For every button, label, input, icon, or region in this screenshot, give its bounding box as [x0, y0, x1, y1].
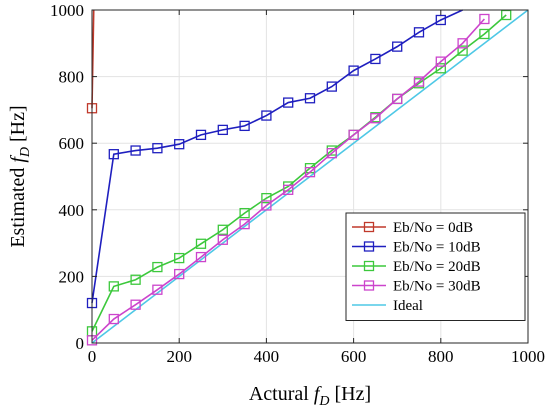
data-point [174, 268, 185, 280]
y-tick-label: 200 [59, 267, 85, 286]
data-point [130, 145, 141, 156]
data-point [348, 129, 359, 141]
data-point [195, 129, 207, 141]
x-tick-label: 1000 [511, 347, 545, 366]
data-point [370, 53, 381, 65]
y-axis-label-subscript: D [18, 147, 33, 158]
data-point [108, 281, 119, 292]
data-point [174, 139, 185, 150]
legend-item: Eb/No = 10dB [352, 240, 481, 256]
data-point [457, 38, 468, 49]
x-tick-label: 400 [254, 347, 280, 366]
legend-label: Ideal [393, 298, 423, 314]
data-point [108, 149, 119, 160]
legend-item: Ideal [352, 298, 423, 314]
series-line [91, 14, 507, 332]
data-point [413, 27, 425, 38]
x-axis-label-subscript: D [318, 394, 329, 409]
legend-item: Eb/No = 30dB [352, 279, 481, 295]
y-axis-label-main: Estimated [7, 163, 29, 248]
data-point [435, 63, 446, 74]
data-point [479, 28, 490, 40]
data-point [152, 284, 163, 295]
plot-frame [91, 9, 529, 344]
data-point [304, 93, 316, 104]
legend-swatch-marker [363, 241, 375, 252]
data-point [392, 41, 403, 52]
data-point [130, 274, 141, 285]
data-point [392, 93, 403, 105]
series-3 [86, 13, 490, 346]
data-point [108, 313, 119, 325]
legend-swatch-marker [363, 280, 375, 291]
y-tick-label: 400 [59, 201, 85, 220]
data-point [261, 200, 272, 211]
data-point [217, 124, 228, 136]
data-point [217, 234, 228, 245]
data-point [435, 14, 446, 26]
legend-label: Eb/No = 10dB [393, 240, 481, 256]
y-axis-label: Estimated fD [Hz] [7, 105, 33, 247]
legend-label: Eb/No = 0dB [393, 220, 473, 236]
data-point [370, 113, 381, 124]
data-point [217, 224, 228, 235]
data-point [348, 65, 359, 76]
data-point [326, 81, 337, 92]
series-line [91, 18, 485, 341]
legend-item: Eb/No = 0dB [352, 220, 473, 236]
data-point [479, 13, 490, 25]
y-tick-label: 600 [59, 134, 85, 153]
series-layer [86, 9, 529, 346]
data-point [326, 148, 337, 159]
data-point [152, 143, 163, 154]
data-point [152, 261, 163, 273]
data-point [304, 167, 316, 178]
data-point [283, 97, 294, 108]
legend-item: Eb/No = 20dB [352, 259, 481, 275]
y-axis-label-symbol: f [7, 155, 29, 163]
x-axis-label: Actural fD [Hz] [249, 383, 371, 409]
x-tick-label: 600 [341, 347, 367, 366]
x-axis-label-unit: [Hz] [330, 383, 372, 405]
y-tick-label: 0 [76, 334, 85, 353]
data-point [130, 299, 141, 310]
data-point [457, 45, 468, 56]
data-point [195, 238, 207, 249]
data-point [195, 251, 207, 263]
data-point [239, 207, 250, 219]
legend-swatch-marker [363, 260, 375, 272]
data-point [239, 218, 250, 230]
data-point [435, 56, 446, 67]
legend-label: Eb/No = 30dB [393, 279, 481, 295]
x-tick-label: 200 [166, 347, 192, 366]
legend-swatch-marker [363, 221, 375, 233]
data-point [239, 120, 250, 132]
x-axis-label-main: Actural [249, 383, 314, 405]
x-axis-label-symbol: f [314, 383, 322, 405]
series-line [91, 9, 463, 304]
data-point [261, 192, 272, 204]
x-tick-label: 800 [428, 347, 454, 366]
legend: Eb/No = 0dB Eb/No = 10dB Eb/No = 20dB Eb/No… [345, 212, 526, 321]
x-tick-label: 0 [88, 347, 97, 366]
y-tick-label: 800 [59, 68, 85, 87]
legend-label: Eb/No = 20dB [393, 259, 481, 275]
data-point [261, 110, 272, 121]
y-tick-label: 1000 [50, 1, 84, 20]
y-axis-label-unit: [Hz] [7, 105, 29, 147]
data-point [283, 184, 294, 195]
data-point [174, 252, 185, 264]
data-point [413, 76, 425, 87]
